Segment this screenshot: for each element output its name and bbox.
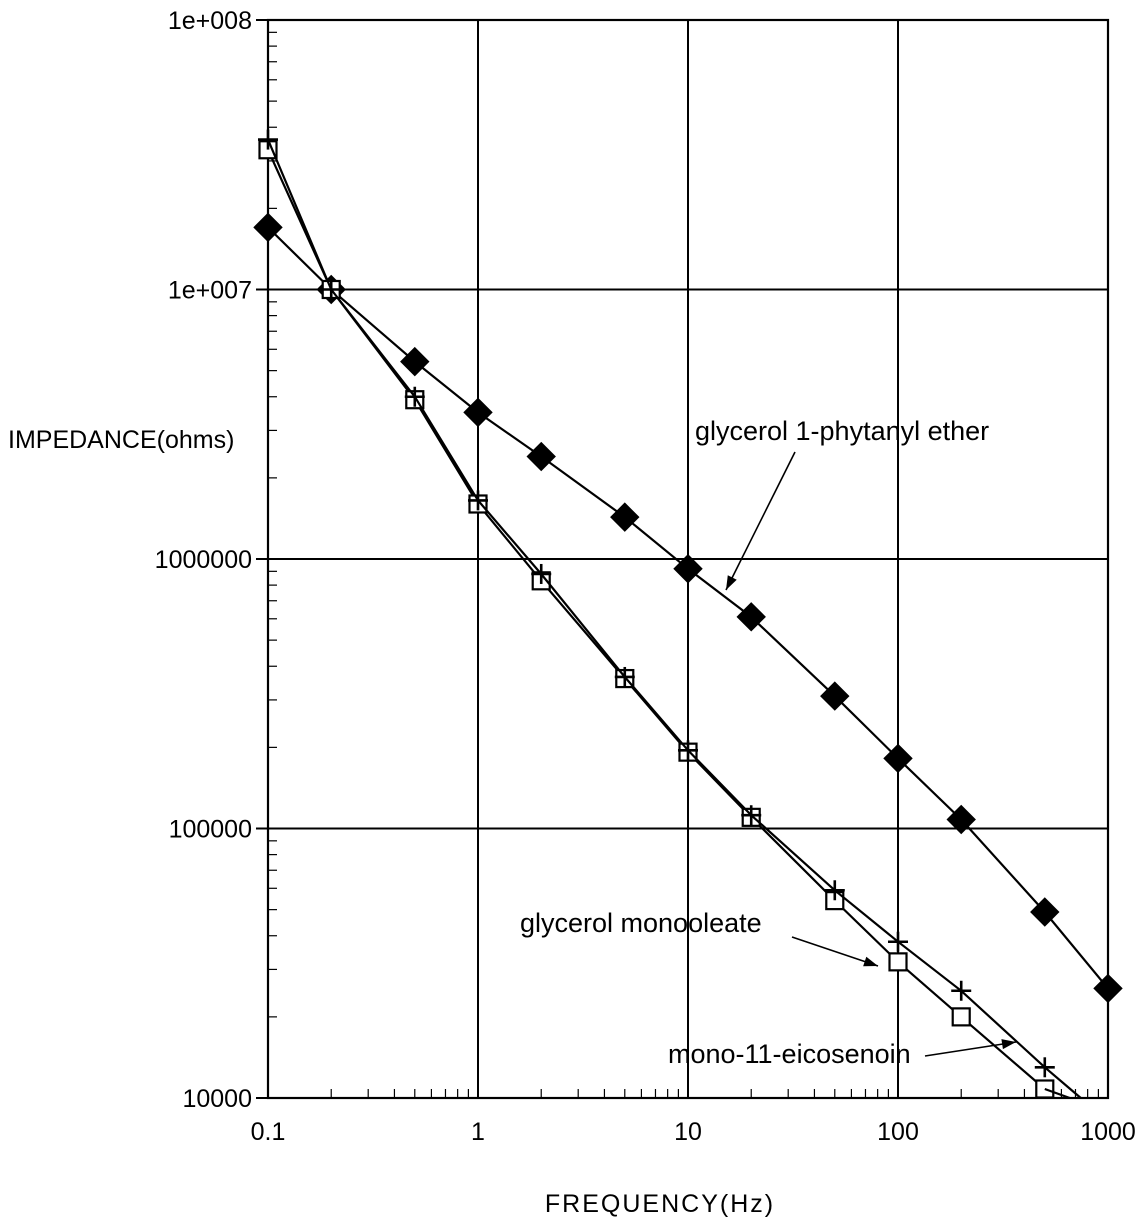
y-tick-label: 100000 [169,816,252,844]
annotation-0: glycerol 1-phytanyl ether [695,416,989,591]
diamond-marker [463,397,493,428]
series-tail [1044,1066,1082,1099]
x-tick-label: 0.1 [251,1118,286,1146]
annotation-label: glycerol 1-phytanyl ether [695,416,989,446]
series-1 [258,140,1055,1099]
plus-marker [678,740,698,761]
diamond-marker [253,212,283,243]
annotation-label: glycerol monooleate [520,908,762,938]
x-tick-label: 1 [471,1118,485,1146]
y-tick-label: 1e+008 [168,7,252,35]
x-axis-title: FREQUENCY(Hz) [545,1190,775,1218]
diamond-marker [946,804,976,835]
plus-marker [888,931,908,952]
plus-marker [321,279,342,300]
annotation-layer: glycerol 1-phytanyl ether glycerol monool… [520,416,1017,1069]
series-line [266,139,1046,1069]
plus-marker [741,805,762,826]
annotation-arrow-head [863,956,878,967]
diamond-marker [1030,897,1060,927]
y-tick-label: 1e+007 [168,277,252,305]
y-axis-title: IMPEDANCE(ohms) [8,426,234,454]
plus-marker [614,666,635,687]
annotation-arrow-line [924,1041,1017,1057]
annotation-1: glycerol monooleate [520,908,879,967]
diamond-marker [673,554,703,584]
diamond-marker [1093,973,1123,1004]
annotation-arrow-head [726,575,737,590]
x-tick-label: 100 [877,1118,919,1146]
diamond-marker [400,346,430,377]
plus-marker [258,129,278,150]
diamond-marker [820,681,850,711]
series-layer [253,129,1123,1100]
plus-marker [468,490,488,511]
plus-marker [824,880,845,901]
annotation-arrow-line [725,451,796,591]
y-tick-label: 1000000 [155,546,252,574]
square-marker [951,1007,971,1027]
y-tick-label: 10000 [182,1085,252,1113]
annotation-arrow-head [1001,1039,1016,1050]
x-tick-label: 10 [674,1118,702,1146]
diamond-marker [883,743,913,774]
plus-marker [531,563,552,584]
diamond-marker [526,441,556,472]
annotation-arrow-line [791,936,879,967]
plus-marker [404,386,425,407]
series-line [266,149,1046,1090]
y-tick-labels: 10000 100000 1000000 1e+007 1e+008 [155,7,252,1113]
diamond-marker [736,602,766,632]
plus-marker [951,980,972,1001]
series-0 [253,212,1123,1004]
x-tick-labels: 0.1 1 10 100 1000 [251,1118,1136,1146]
plot-frame [266,18,1110,1100]
series-tail [1044,1087,1071,1100]
square-marker [888,952,908,972]
annotation-2: mono-11-eicosenoin [668,1039,1017,1069]
diamond-marker [610,502,640,532]
annotation-label: mono-11-eicosenoin [668,1039,911,1069]
x-tick-label: 1000 [1080,1118,1136,1146]
